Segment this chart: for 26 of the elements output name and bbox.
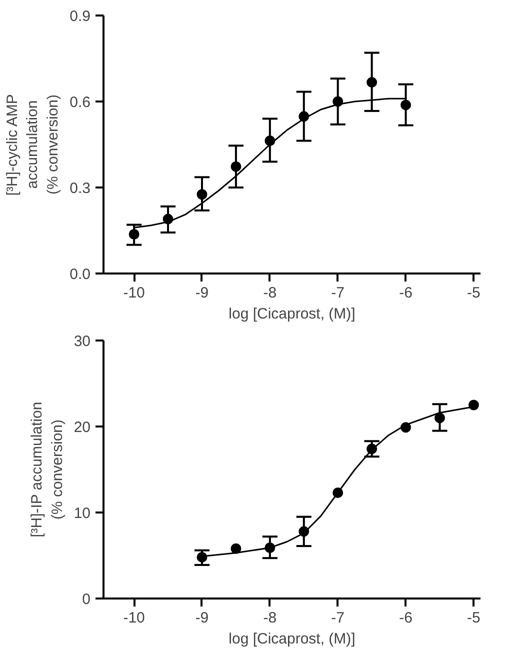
x-axis-title: log [Cicaprost, (M)] [228,630,356,648]
y-axis-title: [³H]-cyclic AMP accumulation (% conversion) [4,94,62,196]
x-tick-label: -8 [263,284,277,302]
x-tick-label: -9 [195,610,209,626]
y-tick-label: 0.9 [70,8,91,25]
x-tick-label: -5 [467,610,480,626]
x-tick-label: -6 [399,610,412,626]
y-tick-label: 0.0 [70,266,91,283]
x-tick-label: -10 [123,284,145,302]
x-tick-label: -10 [123,610,145,626]
y-tick-label: 10 [74,505,91,522]
y-tick-label: 20 [74,419,91,436]
y-tick-label: 0.6 [70,94,91,111]
x-axis-title: log [Cicaprost, (M)] [228,306,356,322]
y-axis-title: [³H]-IP accumulation (% conversion) [28,402,66,538]
x-tick-label: -6 [399,284,412,302]
x-tick-label: -7 [331,284,345,302]
x-tick-label: -8 [263,610,277,626]
x-tick-label: -7 [331,610,345,626]
x-tick-label: -9 [195,284,209,302]
point [230,543,242,554]
point [468,400,479,410]
y-tick-label: 0.3 [70,180,91,197]
y-tick-label: 30 [74,333,91,350]
x-tick-label: -5 [467,284,480,302]
y-tick-label: 0 [82,591,90,608]
